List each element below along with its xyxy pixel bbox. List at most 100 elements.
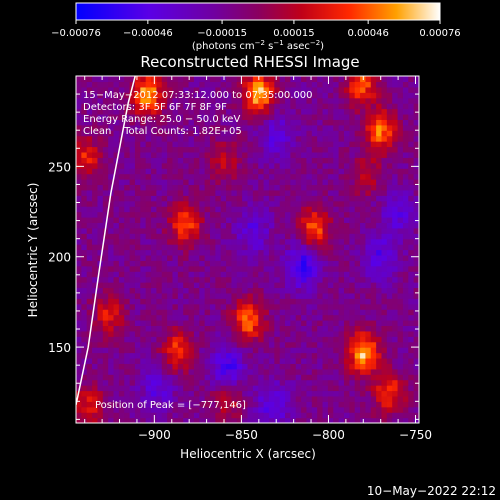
heatmap-cell xyxy=(268,271,275,278)
heatmap-cell xyxy=(392,336,399,343)
heatmap-cell xyxy=(97,216,104,223)
heatmap-cell xyxy=(134,330,141,337)
heatmap-cell xyxy=(360,92,367,99)
heatmap-cell xyxy=(333,292,340,299)
heatmap-cell xyxy=(386,303,393,310)
heatmap-cell xyxy=(392,412,399,419)
heatmap-cell xyxy=(156,108,163,115)
heatmap-cell xyxy=(161,412,168,419)
heatmap-cell xyxy=(236,330,243,337)
heatmap-cell xyxy=(365,238,372,245)
heatmap-cell xyxy=(274,357,281,364)
heatmap-cell xyxy=(413,108,419,115)
heatmap-cell xyxy=(306,108,313,115)
heatmap-cell xyxy=(311,184,318,191)
heatmap-cell xyxy=(279,265,286,272)
heatmap-cell xyxy=(301,92,308,99)
heatmap-cell xyxy=(167,130,174,137)
heatmap-cell xyxy=(386,81,393,88)
heatmap-cell xyxy=(183,168,190,175)
heatmap-cell xyxy=(172,357,179,364)
heatmap-cell xyxy=(252,189,259,196)
heatmap-cell xyxy=(177,141,184,148)
heatmap-cell xyxy=(236,113,243,120)
heatmap-cell xyxy=(124,379,131,386)
heatmap-cell xyxy=(295,325,302,332)
heatmap-cell xyxy=(354,276,361,283)
heatmap-cell xyxy=(204,260,211,267)
heatmap-cell xyxy=(413,401,419,408)
heatmap-cell xyxy=(274,412,281,419)
heatmap-cell xyxy=(274,162,281,169)
heatmap-cell xyxy=(209,385,216,392)
heatmap-cell xyxy=(370,282,377,289)
heatmap-cell xyxy=(183,319,190,326)
heatmap-cell xyxy=(220,184,227,191)
heatmap-cell xyxy=(295,222,302,229)
heatmap-cell xyxy=(279,357,286,364)
heatmap-cell xyxy=(215,233,222,240)
heatmap-cell xyxy=(220,173,227,180)
heatmap-cell xyxy=(118,151,125,158)
heatmap-cell xyxy=(311,417,318,423)
heatmap-cell xyxy=(295,135,302,142)
heatmap-cell xyxy=(129,385,136,392)
heatmap-cell xyxy=(365,173,372,180)
heatmap-cell xyxy=(92,368,99,375)
heatmap-cell xyxy=(134,206,141,213)
heatmap-cell xyxy=(392,395,399,402)
heatmap-cell xyxy=(392,211,399,218)
heatmap-cell xyxy=(97,287,104,294)
heatmap-cell xyxy=(113,368,120,375)
heatmap-cell xyxy=(360,298,367,305)
heatmap-cell xyxy=(301,162,308,169)
heatmap-cell xyxy=(177,97,184,104)
heatmap-cell xyxy=(220,130,227,137)
heatmap-cell xyxy=(226,113,233,120)
heatmap-cell xyxy=(220,233,227,240)
heatmap-cell xyxy=(397,282,404,289)
heatmap-cell xyxy=(397,314,404,321)
heatmap-cell xyxy=(408,103,415,110)
heatmap-cell xyxy=(231,81,238,88)
heatmap-cell xyxy=(376,124,383,131)
heatmap-cell xyxy=(151,336,157,343)
heatmap-cell xyxy=(81,113,88,120)
heatmap-cell xyxy=(145,401,152,408)
heatmap-cell xyxy=(285,211,291,218)
heatmap-cell xyxy=(301,151,308,158)
heatmap-cell xyxy=(129,352,136,359)
heatmap-cell xyxy=(172,325,179,332)
heatmap-cell xyxy=(199,271,206,278)
heatmap-cell xyxy=(193,385,200,392)
heatmap-cell xyxy=(311,336,318,343)
heatmap-cell xyxy=(129,76,136,83)
heatmap-cell xyxy=(402,401,409,408)
heatmap-cell xyxy=(172,363,179,370)
heatmap-cell xyxy=(140,124,147,131)
heatmap-cell xyxy=(252,168,259,175)
heatmap-cell xyxy=(97,179,104,186)
heatmap-cell xyxy=(199,222,206,229)
heatmap-cell xyxy=(193,81,200,88)
heatmap-cell xyxy=(354,92,361,99)
heatmap-cell xyxy=(204,173,211,180)
heatmap-cell xyxy=(167,216,174,223)
heatmap-cell xyxy=(231,401,238,408)
heatmap-cell xyxy=(236,390,243,397)
heatmap-cell xyxy=(134,130,141,137)
heatmap-cell xyxy=(86,173,93,180)
heatmap-cell xyxy=(402,357,409,364)
heatmap-cell xyxy=(370,92,377,99)
heatmap-cell xyxy=(338,314,345,321)
heatmap-cell xyxy=(333,265,340,272)
heatmap-cell xyxy=(402,119,409,126)
heatmap-cell xyxy=(113,81,120,88)
heatmap-cell xyxy=(252,390,259,397)
heatmap-cell xyxy=(81,298,88,305)
heatmap-cell xyxy=(258,162,265,169)
heatmap-cell xyxy=(413,222,419,229)
heatmap-cell xyxy=(242,254,249,261)
heatmap-cell xyxy=(167,412,174,419)
heatmap-cell xyxy=(279,314,286,321)
